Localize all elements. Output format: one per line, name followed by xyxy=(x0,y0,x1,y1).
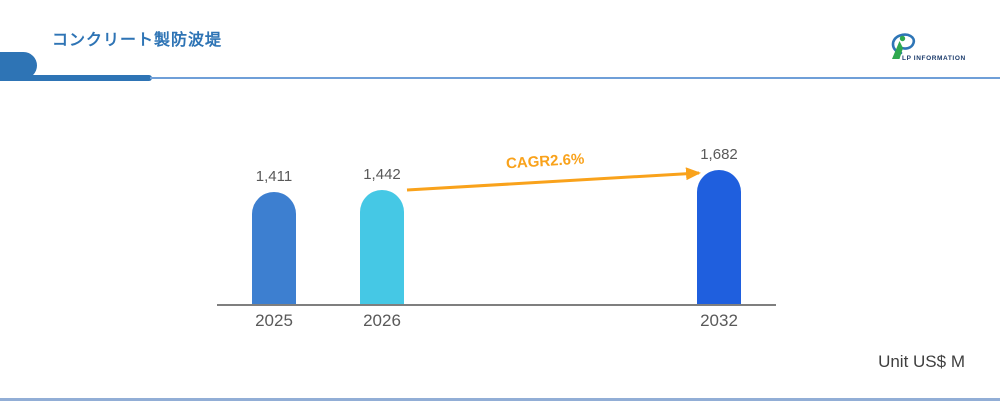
value-label-2026: 1,442 xyxy=(363,166,401,183)
title-rule-thin xyxy=(150,77,1000,79)
value-label-2025: 1,411 xyxy=(255,168,293,185)
lp-logo-icon xyxy=(891,33,916,59)
unit-label: Unit US$ M xyxy=(878,352,965,371)
bar-2032 xyxy=(697,170,741,305)
footer-rule xyxy=(0,398,1000,401)
category-label-2026: 2026 xyxy=(363,311,401,330)
value-label-2032: 1,682 xyxy=(700,146,738,163)
lp-logo-text: LP INFORMATION xyxy=(902,55,966,62)
category-label-2025: 2025 xyxy=(255,311,293,330)
page-title: コンクリート製防波堤 xyxy=(52,32,223,49)
lp-information-logo: LP INFORMATION xyxy=(888,30,988,68)
bar-2025 xyxy=(252,192,296,305)
title-rule-thick xyxy=(0,75,152,81)
title-accent-shape xyxy=(0,52,37,79)
category-label-2032: 2032 xyxy=(700,311,738,330)
bar-2026 xyxy=(360,190,404,305)
x-axis-line xyxy=(217,304,776,306)
